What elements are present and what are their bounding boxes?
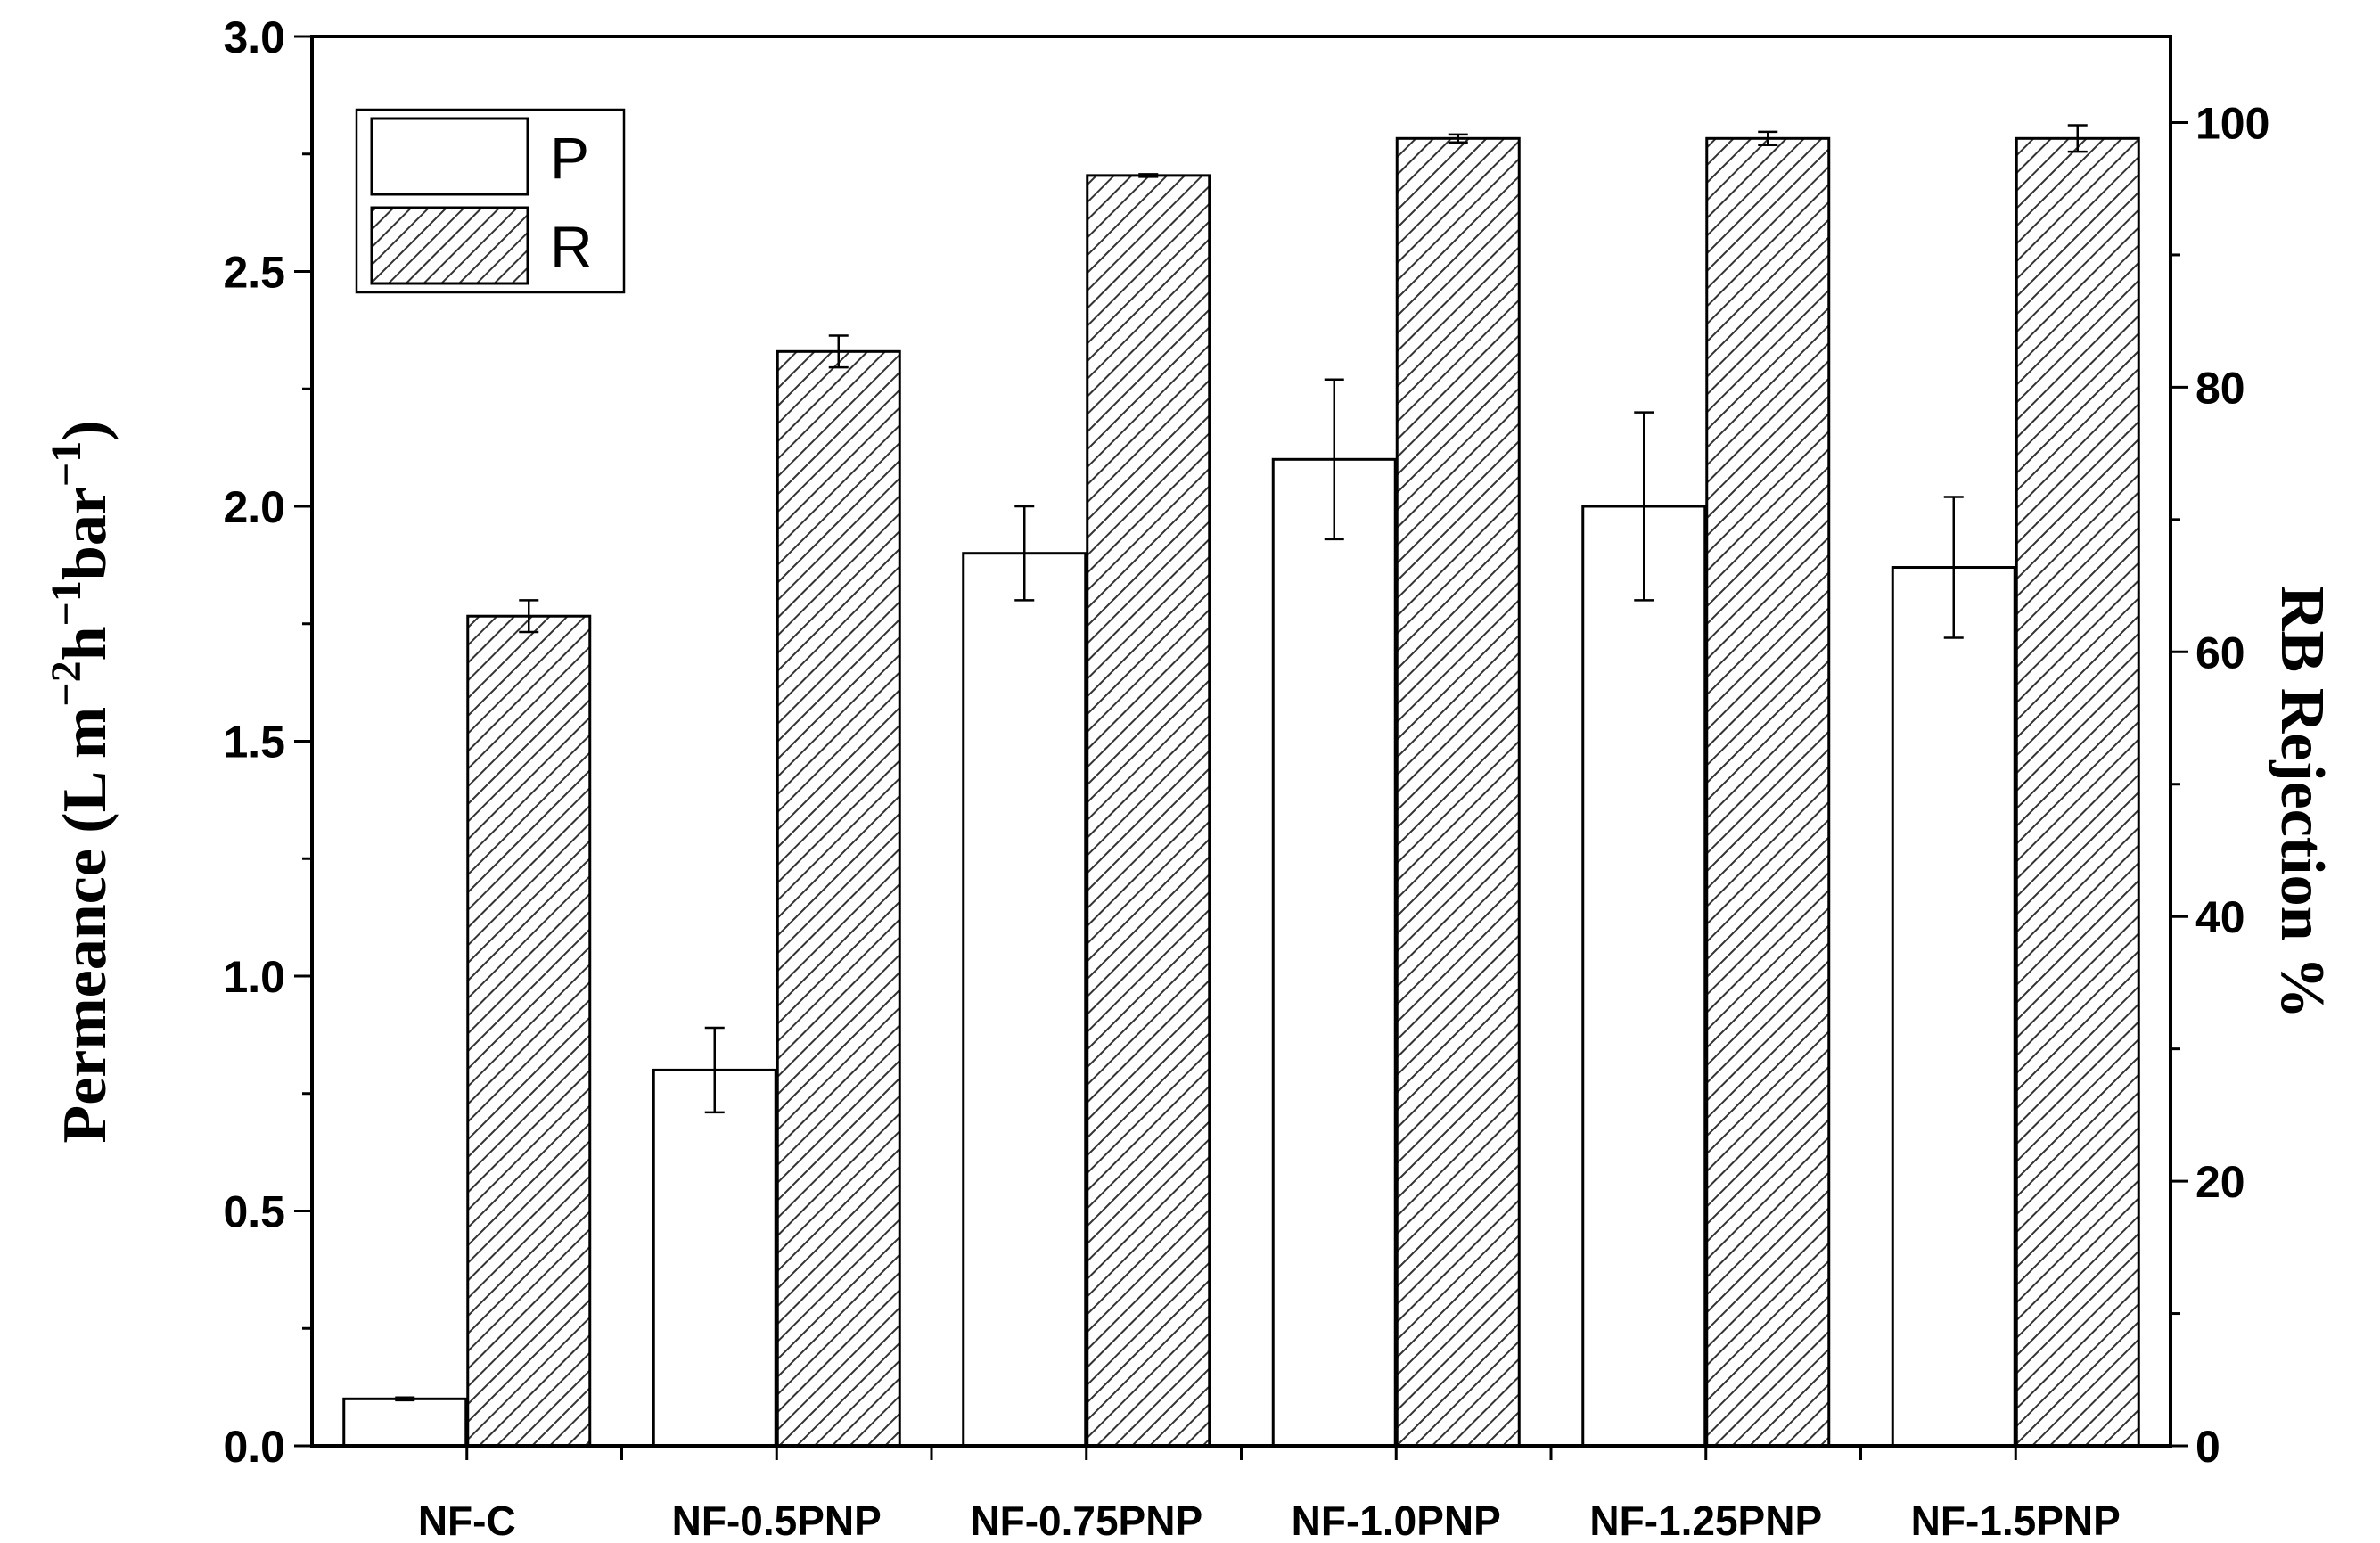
y-tick-label-3: 1.5 bbox=[223, 718, 285, 767]
bar-p-0 bbox=[342, 1397, 468, 1448]
x-tick-label-1: NF-0.5PNP bbox=[672, 1498, 882, 1543]
y2-axis-title: RB Rejection % bbox=[2268, 586, 2336, 1019]
x-tick-label-0: NF-C bbox=[418, 1498, 516, 1543]
y2-tick-label-2: 40 bbox=[2195, 892, 2245, 942]
bar-r-1 bbox=[776, 349, 901, 1448]
x-tick-label-5: NF-1.5PNP bbox=[1911, 1498, 2121, 1543]
bar-p-1 bbox=[652, 1068, 777, 1448]
legend: P R bbox=[355, 108, 626, 294]
y-axis-title: Permeance (L m−2h−1bar−1) bbox=[43, 420, 119, 1143]
axes-layer: NF-C NF-0.5PNP NF-0.75PNP NF-1.0PNP NF-1.25P… bbox=[223, 12, 2269, 1543]
legend-label-p: P bbox=[550, 125, 589, 191]
bar-r-5 bbox=[2015, 136, 2140, 1448]
bar-r-2 bbox=[1086, 174, 1211, 1448]
legend-swatch-r bbox=[370, 206, 529, 285]
legend-label-r: R bbox=[550, 214, 593, 280]
y2-tick-label-5: 100 bbox=[2195, 98, 2269, 148]
y-tick-label-0: 0.0 bbox=[223, 1422, 285, 1472]
y2-tick-label-1: 20 bbox=[2195, 1157, 2245, 1207]
y-tick-label-4: 2.0 bbox=[223, 482, 285, 532]
y2-tick-label-4: 80 bbox=[2195, 363, 2245, 413]
x-tick-label-3: NF-1.0PNP bbox=[1292, 1498, 1501, 1543]
bar-p-5 bbox=[1891, 566, 2016, 1448]
y2-tick-label-3: 60 bbox=[2195, 628, 2245, 677]
x-tick-label-4: NF-1.25PNP bbox=[1589, 1498, 1822, 1543]
bar-p-4 bbox=[1581, 505, 1707, 1448]
y-tick-label-1: 0.5 bbox=[223, 1187, 285, 1237]
y-tick-label-5: 2.5 bbox=[223, 248, 285, 298]
bar-p-3 bbox=[1271, 457, 1397, 1448]
bar-r-3 bbox=[1395, 136, 1521, 1448]
y2-tick-label-0: 0 bbox=[2195, 1422, 2220, 1472]
bar-r-4 bbox=[1705, 136, 1831, 1448]
y-tick-label-6: 3.0 bbox=[223, 12, 285, 62]
x-tick-label-2: NF-0.75PNP bbox=[970, 1498, 1202, 1543]
bar-r-0 bbox=[466, 614, 592, 1448]
bars-layer bbox=[342, 124, 2140, 1448]
legend-swatch-p bbox=[370, 117, 529, 196]
y-tick-label-2: 1.0 bbox=[223, 952, 285, 1002]
bar-p-2 bbox=[962, 552, 1087, 1448]
